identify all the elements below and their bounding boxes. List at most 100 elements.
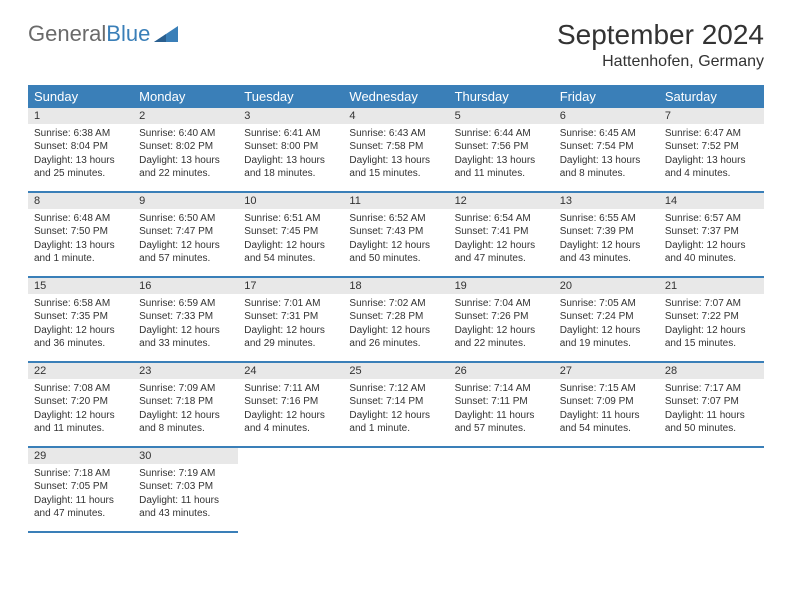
day-details: Sunrise: 6:55 AMSunset: 7:39 PMDaylight:… <box>554 210 659 278</box>
day-details: Sunrise: 6:59 AMSunset: 7:33 PMDaylight:… <box>133 295 238 363</box>
sunset-text: Sunset: 7:54 PM <box>560 140 653 154</box>
calendar-cell: 30Sunrise: 7:19 AMSunset: 7:03 PMDayligh… <box>133 448 238 533</box>
sunrise-text: Sunrise: 7:19 AM <box>139 467 232 481</box>
sunrise-text: Sunrise: 7:04 AM <box>455 297 548 311</box>
day-number: 1 <box>28 108 133 125</box>
daylight-text: Daylight: 13 hours and 11 minutes. <box>455 154 548 181</box>
sunrise-text: Sunrise: 6:50 AM <box>139 212 232 226</box>
calendar-cell <box>343 448 448 533</box>
weekday-header: Thursday <box>449 85 554 108</box>
day-number: 11 <box>343 193 448 210</box>
sunset-text: Sunset: 7:41 PM <box>455 225 548 239</box>
calendar-cell: 25Sunrise: 7:12 AMSunset: 7:14 PMDayligh… <box>343 363 448 448</box>
sunset-text: Sunset: 7:03 PM <box>139 480 232 494</box>
daylight-text: Daylight: 11 hours and 57 minutes. <box>455 409 548 436</box>
calendar-table: Sunday Monday Tuesday Wednesday Thursday… <box>28 85 764 533</box>
calendar-cell: 9Sunrise: 6:50 AMSunset: 7:47 PMDaylight… <box>133 193 238 278</box>
calendar-week-row: 15Sunrise: 6:58 AMSunset: 7:35 PMDayligh… <box>28 278 764 363</box>
sunrise-text: Sunrise: 7:17 AM <box>665 382 758 396</box>
daylight-text: Daylight: 13 hours and 18 minutes. <box>244 154 337 181</box>
calendar-cell: 22Sunrise: 7:08 AMSunset: 7:20 PMDayligh… <box>28 363 133 448</box>
sunset-text: Sunset: 7:37 PM <box>665 225 758 239</box>
weekday-header: Monday <box>133 85 238 108</box>
day-number: 10 <box>238 193 343 210</box>
day-details: Sunrise: 7:17 AMSunset: 7:07 PMDaylight:… <box>659 380 764 448</box>
sunset-text: Sunset: 7:35 PM <box>34 310 127 324</box>
calendar-cell: 28Sunrise: 7:17 AMSunset: 7:07 PMDayligh… <box>659 363 764 448</box>
day-details: Sunrise: 6:51 AMSunset: 7:45 PMDaylight:… <box>238 210 343 278</box>
calendar-cell: 18Sunrise: 7:02 AMSunset: 7:28 PMDayligh… <box>343 278 448 363</box>
day-details: Sunrise: 6:52 AMSunset: 7:43 PMDaylight:… <box>343 210 448 278</box>
sunrise-text: Sunrise: 7:12 AM <box>349 382 442 396</box>
day-number: 29 <box>28 448 133 465</box>
sunset-text: Sunset: 7:47 PM <box>139 225 232 239</box>
daylight-text: Daylight: 12 hours and 43 minutes. <box>560 239 653 266</box>
logo-text-2: Blue <box>106 21 150 47</box>
calendar-cell: 29Sunrise: 7:18 AMSunset: 7:05 PMDayligh… <box>28 448 133 533</box>
logo-triangle-icon <box>154 22 178 48</box>
day-number: 17 <box>238 278 343 295</box>
day-details: Sunrise: 6:44 AMSunset: 7:56 PMDaylight:… <box>449 125 554 193</box>
calendar-cell: 2Sunrise: 6:40 AMSunset: 8:02 PMDaylight… <box>133 108 238 193</box>
weekday-header: Wednesday <box>343 85 448 108</box>
day-details: Sunrise: 6:38 AMSunset: 8:04 PMDaylight:… <box>28 125 133 193</box>
day-number: 2 <box>133 108 238 125</box>
sunset-text: Sunset: 7:39 PM <box>560 225 653 239</box>
day-details: Sunrise: 7:19 AMSunset: 7:03 PMDaylight:… <box>133 465 238 533</box>
logo: GeneralBlue <box>28 20 178 48</box>
day-number: 12 <box>449 193 554 210</box>
sunset-text: Sunset: 8:00 PM <box>244 140 337 154</box>
day-details: Sunrise: 6:43 AMSunset: 7:58 PMDaylight:… <box>343 125 448 193</box>
calendar-cell: 23Sunrise: 7:09 AMSunset: 7:18 PMDayligh… <box>133 363 238 448</box>
calendar-cell: 3Sunrise: 6:41 AMSunset: 8:00 PMDaylight… <box>238 108 343 193</box>
sunset-text: Sunset: 7:58 PM <box>349 140 442 154</box>
day-details: Sunrise: 7:11 AMSunset: 7:16 PMDaylight:… <box>238 380 343 448</box>
sunrise-text: Sunrise: 6:38 AM <box>34 127 127 141</box>
daylight-text: Daylight: 11 hours and 54 minutes. <box>560 409 653 436</box>
sunset-text: Sunset: 7:16 PM <box>244 395 337 409</box>
weekday-header: Saturday <box>659 85 764 108</box>
sunset-text: Sunset: 7:33 PM <box>139 310 232 324</box>
sunrise-text: Sunrise: 7:14 AM <box>455 382 548 396</box>
day-details: Sunrise: 6:58 AMSunset: 7:35 PMDaylight:… <box>28 295 133 363</box>
sunrise-text: Sunrise: 7:09 AM <box>139 382 232 396</box>
calendar-cell: 8Sunrise: 6:48 AMSunset: 7:50 PMDaylight… <box>28 193 133 278</box>
calendar-cell: 6Sunrise: 6:45 AMSunset: 7:54 PMDaylight… <box>554 108 659 193</box>
daylight-text: Daylight: 11 hours and 43 minutes. <box>139 494 232 521</box>
day-number: 22 <box>28 363 133 380</box>
day-details: Sunrise: 6:41 AMSunset: 8:00 PMDaylight:… <box>238 125 343 193</box>
calendar-cell: 21Sunrise: 7:07 AMSunset: 7:22 PMDayligh… <box>659 278 764 363</box>
sunrise-text: Sunrise: 7:11 AM <box>244 382 337 396</box>
day-details: Sunrise: 6:47 AMSunset: 7:52 PMDaylight:… <box>659 125 764 193</box>
calendar-cell: 12Sunrise: 6:54 AMSunset: 7:41 PMDayligh… <box>449 193 554 278</box>
sunset-text: Sunset: 7:31 PM <box>244 310 337 324</box>
day-details: Sunrise: 6:50 AMSunset: 7:47 PMDaylight:… <box>133 210 238 278</box>
calendar-week-row: 22Sunrise: 7:08 AMSunset: 7:20 PMDayligh… <box>28 363 764 448</box>
daylight-text: Daylight: 12 hours and 40 minutes. <box>665 239 758 266</box>
daylight-text: Daylight: 12 hours and 4 minutes. <box>244 409 337 436</box>
calendar-cell: 4Sunrise: 6:43 AMSunset: 7:58 PMDaylight… <box>343 108 448 193</box>
sunrise-text: Sunrise: 7:18 AM <box>34 467 127 481</box>
day-number: 5 <box>449 108 554 125</box>
calendar-week-row: 29Sunrise: 7:18 AMSunset: 7:05 PMDayligh… <box>28 448 764 533</box>
sunset-text: Sunset: 7:45 PM <box>244 225 337 239</box>
calendar-cell: 24Sunrise: 7:11 AMSunset: 7:16 PMDayligh… <box>238 363 343 448</box>
sunset-text: Sunset: 7:52 PM <box>665 140 758 154</box>
daylight-text: Daylight: 12 hours and 57 minutes. <box>139 239 232 266</box>
daylight-text: Daylight: 12 hours and 36 minutes. <box>34 324 127 351</box>
daylight-text: Daylight: 11 hours and 47 minutes. <box>34 494 127 521</box>
day-details: Sunrise: 6:54 AMSunset: 7:41 PMDaylight:… <box>449 210 554 278</box>
sunset-text: Sunset: 8:04 PM <box>34 140 127 154</box>
sunset-text: Sunset: 7:20 PM <box>34 395 127 409</box>
logo-text-1: General <box>28 21 106 47</box>
calendar-cell <box>659 448 764 533</box>
calendar-cell <box>238 448 343 533</box>
sunrise-text: Sunrise: 6:41 AM <box>244 127 337 141</box>
title-block: September 2024 Hattenhofen, Germany <box>557 20 764 71</box>
daylight-text: Daylight: 12 hours and 29 minutes. <box>244 324 337 351</box>
sunrise-text: Sunrise: 6:54 AM <box>455 212 548 226</box>
day-number: 16 <box>133 278 238 295</box>
daylight-text: Daylight: 12 hours and 11 minutes. <box>34 409 127 436</box>
sunrise-text: Sunrise: 7:15 AM <box>560 382 653 396</box>
daylight-text: Daylight: 12 hours and 50 minutes. <box>349 239 442 266</box>
